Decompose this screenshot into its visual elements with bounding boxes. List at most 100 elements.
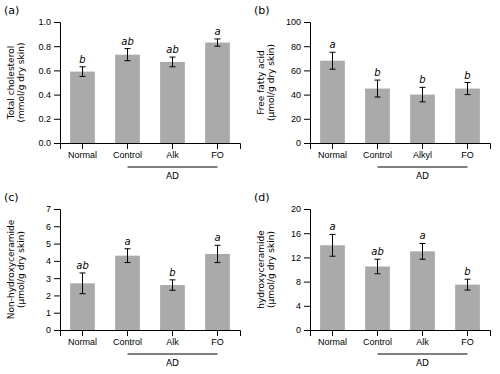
error-bar-stem xyxy=(127,49,128,61)
error-bar-cap xyxy=(125,48,131,49)
x-tick-mark xyxy=(127,143,128,149)
bar xyxy=(320,61,345,143)
error-bar-cap xyxy=(215,262,221,263)
y-tick: 5 xyxy=(46,239,60,249)
x-axis-line xyxy=(311,144,491,150)
error-bar-cap xyxy=(330,234,336,235)
error-bar xyxy=(375,259,381,274)
error-bar-stem xyxy=(127,249,128,263)
bracket-line xyxy=(378,354,468,355)
y-tick: 20 xyxy=(291,204,310,214)
error-bar-cap xyxy=(80,293,86,294)
x-axis-line xyxy=(61,144,241,150)
x-axis: NormalControlAlkFO xyxy=(311,330,491,347)
y-tick: 0 xyxy=(46,325,60,335)
y-tick: 60 xyxy=(291,66,310,76)
error-bar-cap xyxy=(420,243,426,244)
significance-label: b xyxy=(464,266,470,277)
x-tick-label: FO xyxy=(461,337,474,347)
error-bar-stem xyxy=(172,280,173,290)
significance-label: b xyxy=(169,267,175,278)
x-tick-mark xyxy=(127,330,128,336)
panel-label: (d) xyxy=(254,191,270,204)
y-tick-label: 1 xyxy=(46,308,51,318)
x-axis-line xyxy=(311,331,491,337)
x-tick-label: Normal xyxy=(68,337,97,347)
error-bar xyxy=(330,52,336,69)
error-bar-cap xyxy=(375,273,381,274)
error-bar-cap xyxy=(420,259,426,260)
y-tick-label: 8 xyxy=(296,277,301,287)
y-tick-mark xyxy=(54,95,60,96)
y-tick-label: 40 xyxy=(291,90,301,100)
y-tick-mark xyxy=(304,46,310,47)
y-tick-mark xyxy=(304,330,310,331)
error-bar-cap xyxy=(170,290,176,291)
y-tick-mark xyxy=(304,257,310,258)
marks xyxy=(70,39,230,143)
x-tick: Normal xyxy=(68,330,97,347)
y-tick: 1 xyxy=(46,308,60,318)
x-tick-mark xyxy=(467,143,468,149)
y-tick-label: 0.6 xyxy=(38,66,51,76)
bar xyxy=(205,254,230,330)
significance-label: a xyxy=(214,26,220,37)
y-axis-label-line: (μmol/g dry skin) xyxy=(16,231,26,308)
bar xyxy=(115,55,140,143)
y-axis-label-line: (mmol/g dry skin) xyxy=(16,43,26,123)
x-tick-label: Control xyxy=(113,337,142,347)
panel-label: (c) xyxy=(4,191,19,204)
error-bar-cap xyxy=(420,101,426,102)
significance-label: ab xyxy=(121,36,133,47)
y-tick-mark xyxy=(54,330,60,331)
x-tick-mark xyxy=(422,330,423,336)
x-tick: Control xyxy=(363,330,392,347)
error-bar-cap xyxy=(465,290,471,291)
x-tick-label: Normal xyxy=(68,150,97,160)
bracket-line xyxy=(128,354,218,355)
x-tick-mark xyxy=(422,143,423,149)
error-bar-cap xyxy=(80,272,86,273)
y-axis-line xyxy=(304,23,311,144)
error-bar-stem xyxy=(467,83,468,95)
y-tick-label: 4 xyxy=(46,256,51,266)
y-axis-label: hydroxyceramide(μmol/g dry skin) xyxy=(256,230,276,309)
error-bar-cap xyxy=(170,279,176,280)
y-tick-mark xyxy=(54,261,60,262)
error-bar-stem xyxy=(82,273,83,294)
significance-label: a xyxy=(214,232,220,243)
bracket-label: AD xyxy=(416,358,429,368)
y-tick-label: 100 xyxy=(286,17,301,27)
y-axis: 01234567 xyxy=(46,204,61,335)
error-bar-cap xyxy=(465,279,471,280)
y-tick-mark xyxy=(54,278,60,279)
y-tick: 0.2 xyxy=(38,114,60,124)
y-tick-label: 12 xyxy=(291,253,301,263)
error-bar-cap xyxy=(465,94,471,95)
y-tick-mark xyxy=(54,313,60,314)
y-axis-label-line: Total cholesterol xyxy=(6,46,16,120)
y-tick: 4 xyxy=(296,301,310,311)
x-tick-label: Alkyl xyxy=(413,150,432,160)
error-bar xyxy=(125,49,131,61)
x-tick-mark xyxy=(332,143,333,149)
y-tick-mark xyxy=(54,22,60,23)
x-tick: Alk xyxy=(166,143,179,160)
x-tick: Alkyl xyxy=(413,143,432,160)
error-bar-cap xyxy=(80,76,86,77)
x-axis: NormalControlAlkFO xyxy=(61,143,241,160)
bar xyxy=(365,266,390,330)
error-bar-cap xyxy=(125,262,131,263)
y-tick: 1.0 xyxy=(38,17,60,27)
y-axis-label: Total cholesterol(mmol/g dry skin) xyxy=(6,43,26,123)
y-tick: 16 xyxy=(291,229,310,239)
y-tick: 0.4 xyxy=(38,90,60,100)
error-bar-cap xyxy=(375,80,381,81)
x-tick: Control xyxy=(363,143,392,160)
y-tick-mark xyxy=(54,226,60,227)
y-tick-mark xyxy=(54,70,60,71)
y-tick-mark xyxy=(54,143,60,144)
x-tick: Normal xyxy=(68,143,97,160)
y-tick-label: 0.8 xyxy=(38,42,51,52)
y-tick-mark xyxy=(54,244,60,245)
